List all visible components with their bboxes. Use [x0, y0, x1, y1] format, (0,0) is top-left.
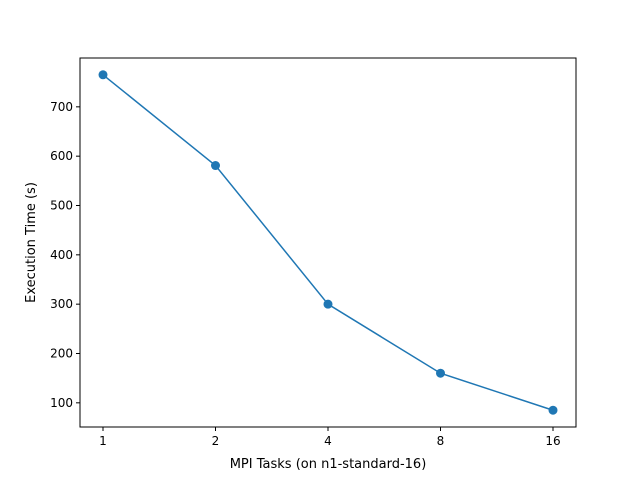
series-layer: [98, 70, 558, 415]
y-axis-label: Execution Time (s): [24, 182, 39, 303]
y-tick-label: 700: [50, 100, 73, 114]
y-tick-label: 100: [50, 396, 73, 410]
plot-area: [79, 57, 577, 428]
y-tick-label: 500: [50, 199, 73, 213]
x-tick-label: 2: [212, 434, 220, 448]
x-tick-label: 1: [99, 434, 107, 448]
x-tick-label: 4: [324, 434, 332, 448]
x-axis-label: MPI Tasks (on n1-standard-16): [230, 457, 427, 472]
plot-frame: [79, 57, 577, 428]
data-point: [211, 161, 220, 171]
x-axis: 1 2 4 8 16: [99, 427, 561, 448]
y-tick-label: 200: [50, 346, 73, 360]
y-tick-label: 300: [50, 297, 73, 311]
data-point: [548, 405, 558, 415]
data-point: [98, 70, 108, 80]
data-point: [323, 299, 333, 309]
x-tick-label: 8: [437, 434, 445, 448]
y-tick-label: 600: [50, 149, 73, 163]
y-tick-label: 400: [50, 248, 73, 262]
data-point: [436, 368, 445, 378]
y-axis: 100 200 300 400 500 600 700: [50, 100, 80, 410]
x-tick-label: 16: [545, 434, 560, 448]
